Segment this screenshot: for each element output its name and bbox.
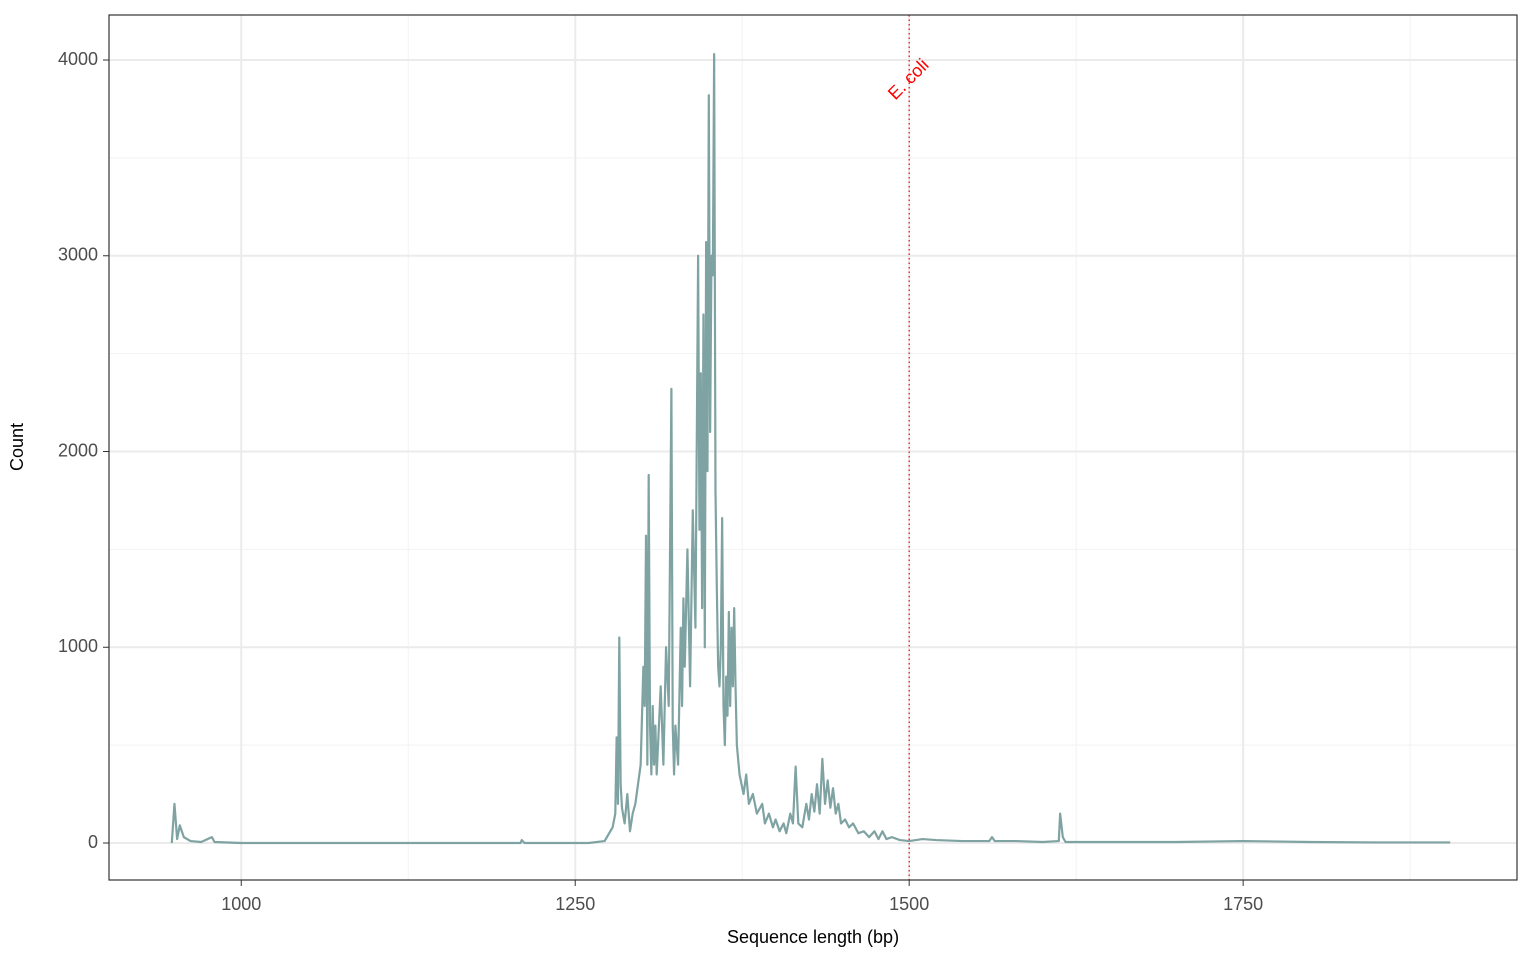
y-axis-title: Count [7, 423, 27, 471]
x-tick-label: 1250 [555, 894, 595, 914]
y-tick-label: 3000 [58, 245, 98, 265]
x-tick-label: 1750 [1223, 894, 1263, 914]
y-tick-label: 4000 [58, 49, 98, 69]
x-tick-label: 1500 [889, 894, 929, 914]
y-tick-label: 0 [88, 832, 98, 852]
x-tick-label: 1000 [221, 894, 261, 914]
y-tick-label: 2000 [58, 440, 98, 460]
x-axis-title: Sequence length (bp) [727, 927, 899, 947]
data-line [170, 53, 1451, 845]
plot-border [108, 14, 1518, 881]
y-tick-label: 1000 [58, 636, 98, 656]
